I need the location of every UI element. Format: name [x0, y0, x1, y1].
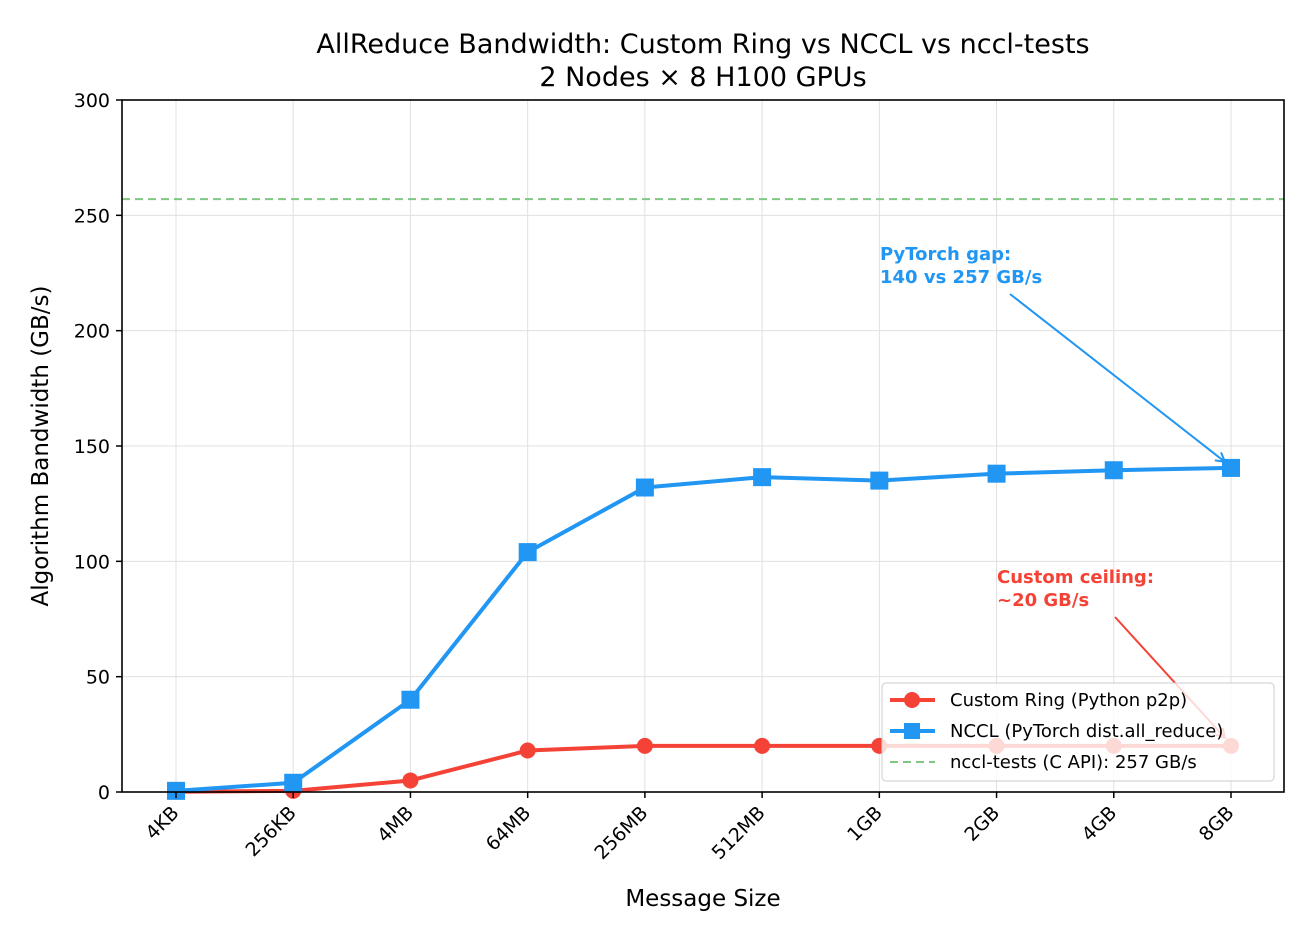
y-tick-label: 300	[74, 90, 110, 112]
data-point	[987, 464, 1006, 483]
x-tick-label: 64MB	[482, 802, 535, 855]
square-marker-icon	[904, 723, 920, 739]
x-tick-label: 8GB	[1195, 802, 1239, 846]
x-tick-label: 1GB	[843, 802, 887, 846]
circle-marker-icon	[904, 692, 920, 708]
data-point	[870, 471, 889, 490]
data-point	[636, 737, 653, 754]
legend-label: Custom Ring (Python p2p)	[950, 690, 1187, 711]
data-point	[401, 690, 420, 709]
legend-label: nccl-tests (C API): 257 GB/s	[950, 752, 1197, 773]
data-point	[518, 543, 537, 562]
arrow-icon	[1009, 293, 1225, 462]
y-tick-label: 150	[74, 436, 110, 458]
x-tick-label: 4MB	[373, 802, 418, 847]
annotations: PyTorch gap:140 vs 257 GB/s Custom ceilin…	[880, 244, 1225, 738]
annotation-text: PyTorch gap:	[880, 244, 1011, 265]
data-point	[402, 772, 419, 789]
y-tick-label: 250	[74, 205, 110, 227]
data-point	[753, 468, 772, 487]
data-point	[284, 773, 303, 792]
x-tick-label: 512MB	[708, 802, 770, 864]
annotation-text: Custom ceiling:	[997, 567, 1154, 588]
legend-item-custom-ring: Custom Ring (Python p2p)	[890, 690, 1187, 711]
legend-label: NCCL (PyTorch dist.all_reduce)	[950, 721, 1223, 742]
data-point	[1222, 458, 1240, 477]
x-tick-label: 4KB	[141, 802, 183, 844]
y-axis-ticks: 0 50 100 150 200 250 300	[74, 90, 122, 804]
legend-item-nccl-tests: nccl-tests (C API): 257 GB/s	[890, 752, 1197, 773]
y-tick-label: 50	[86, 667, 110, 689]
x-axis-label: Message Size	[625, 886, 780, 912]
y-tick-label: 100	[74, 551, 110, 573]
x-axis-ticks: 4KB 256KB 4MB 64MB 256MB 512MB 1GB 2GB 4GB 8GB	[141, 792, 1239, 864]
chart-subtitle: 2 Nodes × 8 H100 GPUs	[539, 62, 866, 93]
y-tick-label: 200	[74, 321, 110, 343]
data-point	[754, 737, 771, 754]
x-tick-label: 2GB	[960, 802, 1004, 846]
data-point	[167, 781, 185, 800]
x-tick-label: 256MB	[590, 802, 652, 864]
data-point	[519, 742, 536, 759]
annotation-text: 140 vs 257 GB/s	[880, 267, 1042, 288]
y-tick-label: 0	[98, 782, 110, 804]
data-point	[635, 478, 654, 497]
grid-lines	[122, 99, 1284, 793]
legend: Custom Ring (Python p2p) NCCL (PyTorch d…	[881, 682, 1275, 782]
legend-box	[881, 682, 1275, 782]
data-point	[1104, 461, 1123, 480]
chart-title: AllReduce Bandwidth: Custom Ring vs NCCL…	[316, 29, 1089, 60]
series-square	[167, 458, 1240, 800]
legend-item-nccl: NCCL (PyTorch dist.all_reduce)	[890, 721, 1223, 742]
annotation-text: ~20 GB/s	[997, 590, 1089, 611]
x-tick-label: 256KB	[242, 802, 301, 861]
y-axis-label: Algorithm Bandwidth (GB/s)	[28, 286, 54, 607]
x-tick-label: 4GB	[1078, 802, 1122, 846]
